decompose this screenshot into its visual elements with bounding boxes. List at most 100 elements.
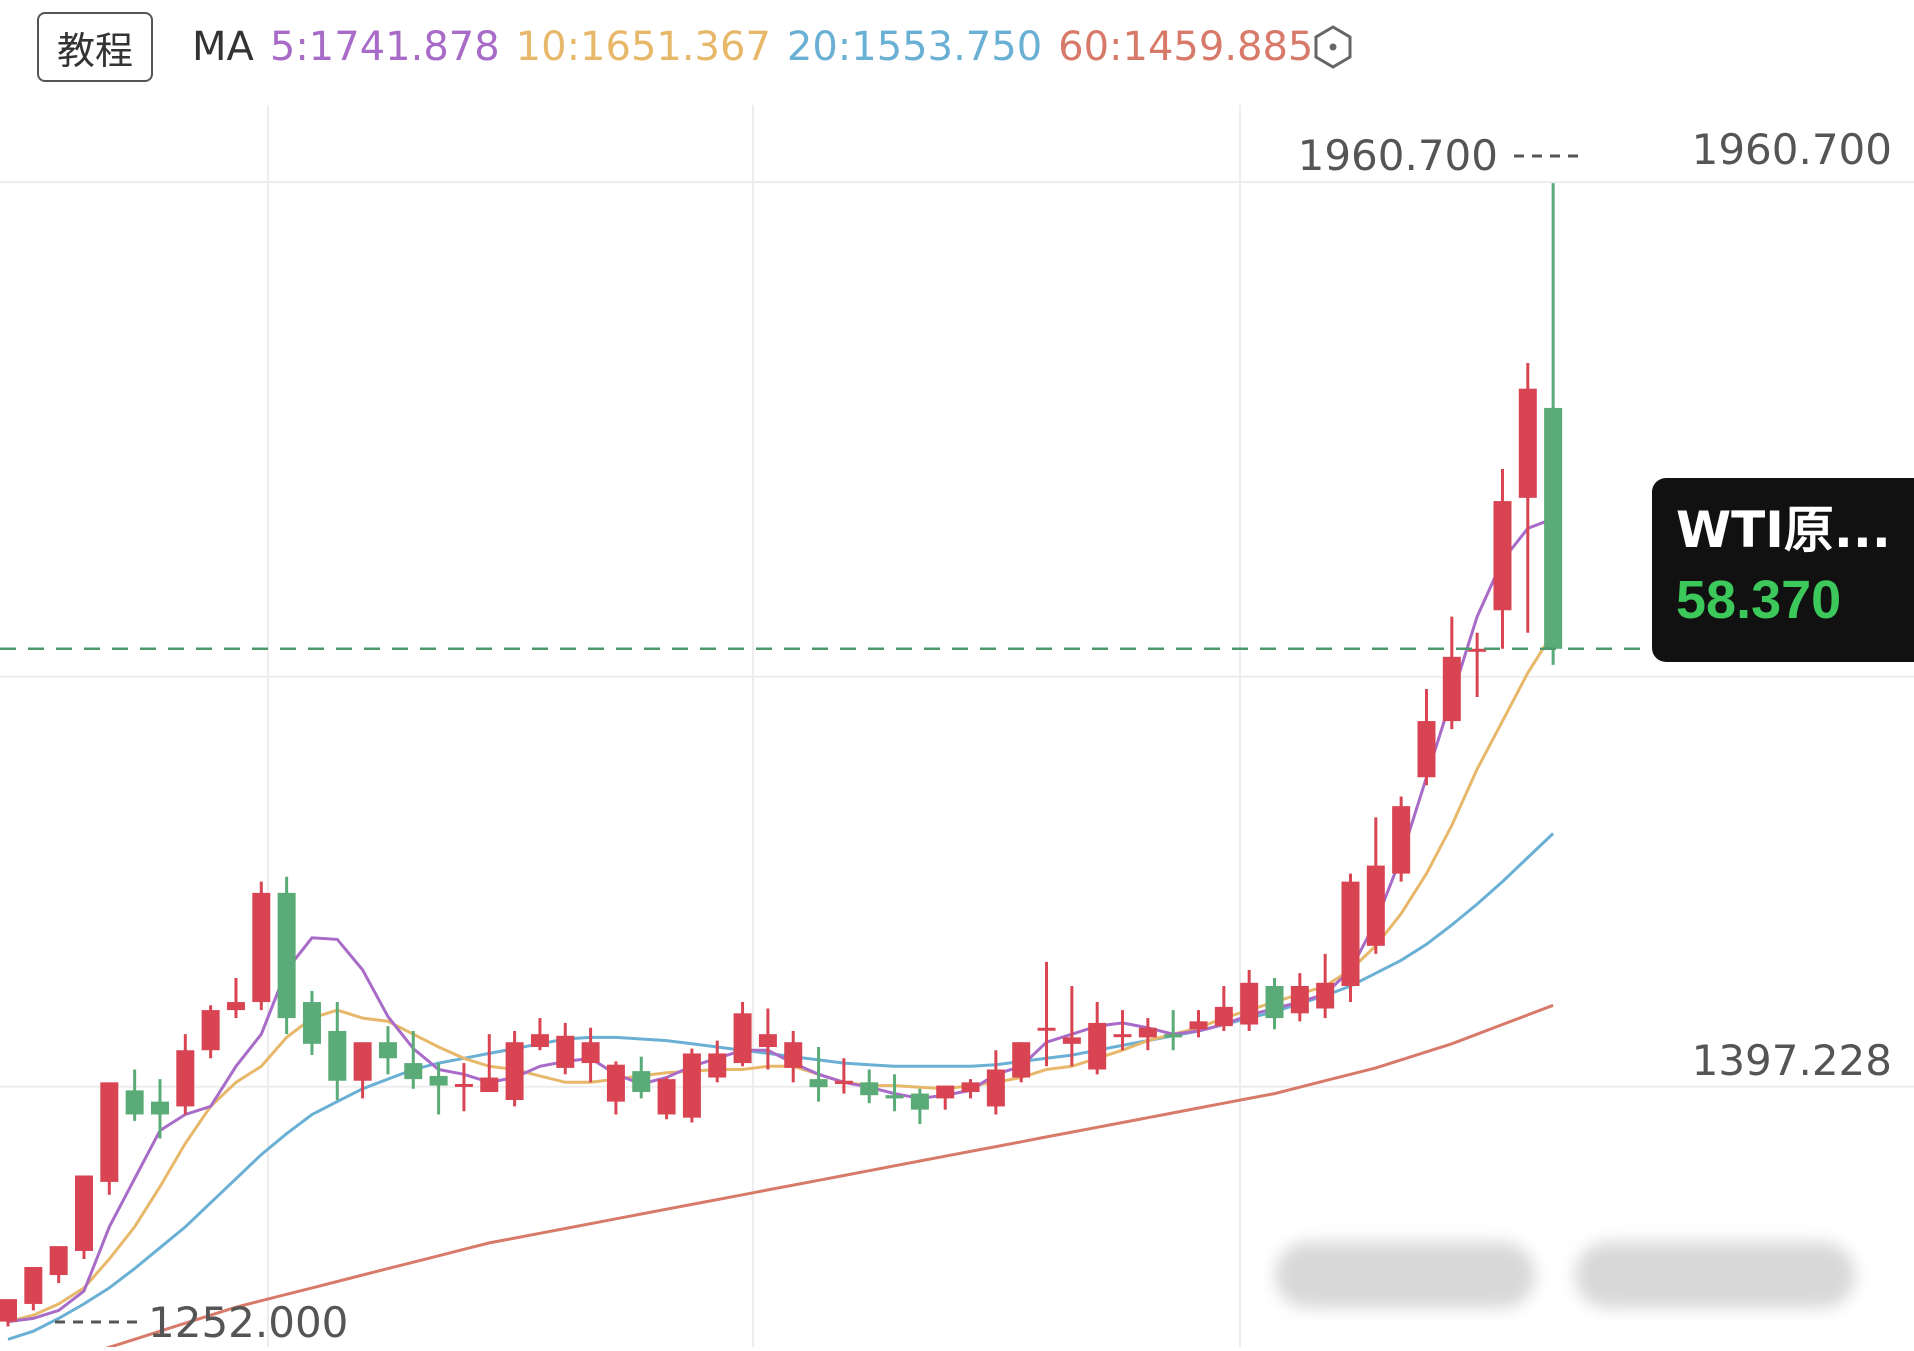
candle — [834, 1058, 853, 1094]
current-price: 58.370 — [1676, 570, 1842, 630]
candle — [454, 1063, 473, 1112]
candle — [480, 1034, 499, 1092]
candle-body — [1442, 656, 1461, 722]
candle — [150, 1079, 169, 1139]
candle — [353, 1042, 372, 1099]
candle — [505, 1030, 524, 1107]
candle — [429, 1063, 448, 1115]
candle-body — [682, 1053, 701, 1118]
candle-body — [1088, 1022, 1107, 1070]
candle-body — [1417, 721, 1436, 778]
candle-body — [1240, 982, 1259, 1025]
candle — [1240, 969, 1259, 1031]
candle-body — [100, 1082, 119, 1182]
candle — [378, 1026, 397, 1075]
candle-body — [302, 1002, 321, 1044]
y-axis-label-mid: 1397.228 — [1692, 1036, 1892, 1085]
ma-legend: MA 5:1741.878 10:1651.367 20:1553.750 60… — [192, 14, 1313, 80]
candle — [581, 1027, 600, 1083]
candle — [1544, 183, 1563, 665]
candle-body — [1189, 1021, 1208, 1030]
candle-body — [606, 1064, 625, 1102]
candle — [530, 1018, 549, 1051]
candle-body — [505, 1042, 524, 1101]
candle-body — [150, 1101, 169, 1115]
candle-body — [784, 1042, 803, 1068]
ma5-value: 5:1741.878 — [269, 24, 500, 70]
candle-body — [1392, 806, 1411, 874]
candle-body — [1366, 865, 1385, 946]
candle — [606, 1061, 625, 1115]
candle — [1138, 1018, 1157, 1051]
candle — [1468, 632, 1487, 697]
candle-body — [353, 1042, 372, 1081]
candle — [632, 1056, 651, 1099]
candle-body — [556, 1035, 575, 1068]
candle — [49, 1246, 68, 1284]
ma-label: MA — [192, 24, 254, 70]
candle — [302, 990, 321, 1056]
candle-body — [429, 1075, 448, 1086]
candle-body — [1544, 407, 1563, 649]
candle-body — [49, 1246, 68, 1276]
candle — [1164, 1010, 1183, 1051]
candle-body — [0, 1299, 17, 1322]
candle-body — [1113, 1034, 1132, 1038]
candle-body — [480, 1077, 499, 1092]
hexagon-dot-icon — [1314, 25, 1352, 69]
ma60-value: 60:1459.885 — [1058, 24, 1314, 70]
candle-body — [758, 1034, 777, 1048]
candle-body — [404, 1063, 423, 1080]
candle — [860, 1069, 879, 1104]
candle — [682, 1048, 701, 1123]
candle-body — [277, 892, 296, 1019]
candle — [986, 1050, 1005, 1115]
candle — [556, 1022, 575, 1075]
candle — [885, 1074, 904, 1112]
blurred-watermark — [1275, 1225, 1875, 1325]
candle-body — [632, 1071, 651, 1092]
candle-body — [910, 1093, 929, 1110]
candle-body — [74, 1175, 93, 1251]
candle-body — [581, 1042, 600, 1064]
candle — [809, 1047, 828, 1102]
candle — [74, 1175, 93, 1259]
candle-body — [252, 892, 271, 1003]
candle-body — [1037, 1027, 1056, 1031]
candle — [176, 1034, 195, 1115]
candle — [1265, 977, 1284, 1030]
candle — [1037, 961, 1056, 1067]
current-price-tag[interactable]: WTI原... 58.370 — [1652, 478, 1914, 662]
ma10-value: 10:1651.367 — [515, 24, 771, 70]
candle-body — [961, 1082, 980, 1092]
candle-body — [885, 1095, 904, 1099]
candle — [1341, 873, 1360, 1003]
indicator-settings-button[interactable] — [1308, 22, 1358, 72]
instrument-name: WTI原... — [1676, 501, 1891, 559]
grid-lines — [0, 105, 1914, 1347]
candle — [1214, 986, 1233, 1031]
candle-body — [1012, 1042, 1031, 1078]
ma20-value: 20:1553.750 — [786, 24, 1043, 70]
candle — [708, 1040, 727, 1083]
candle-body — [657, 1079, 676, 1115]
tutorial-button[interactable]: 教程 — [37, 12, 153, 82]
high-price-label: 1960.700 — [1298, 131, 1498, 180]
ma5-line — [7, 517, 1554, 1324]
candle — [961, 1079, 980, 1099]
candle — [910, 1088, 929, 1125]
candle — [733, 1002, 752, 1067]
candle — [1189, 1010, 1208, 1038]
candle — [226, 977, 245, 1019]
candle — [1442, 616, 1461, 730]
candle-body — [454, 1083, 473, 1087]
candle-body — [1341, 881, 1360, 987]
candle — [1493, 468, 1512, 649]
candle-body — [1290, 986, 1309, 1014]
candle — [328, 1002, 347, 1101]
candle-body — [733, 1013, 752, 1064]
candle-body — [1214, 1006, 1233, 1027]
candle — [277, 876, 296, 1035]
